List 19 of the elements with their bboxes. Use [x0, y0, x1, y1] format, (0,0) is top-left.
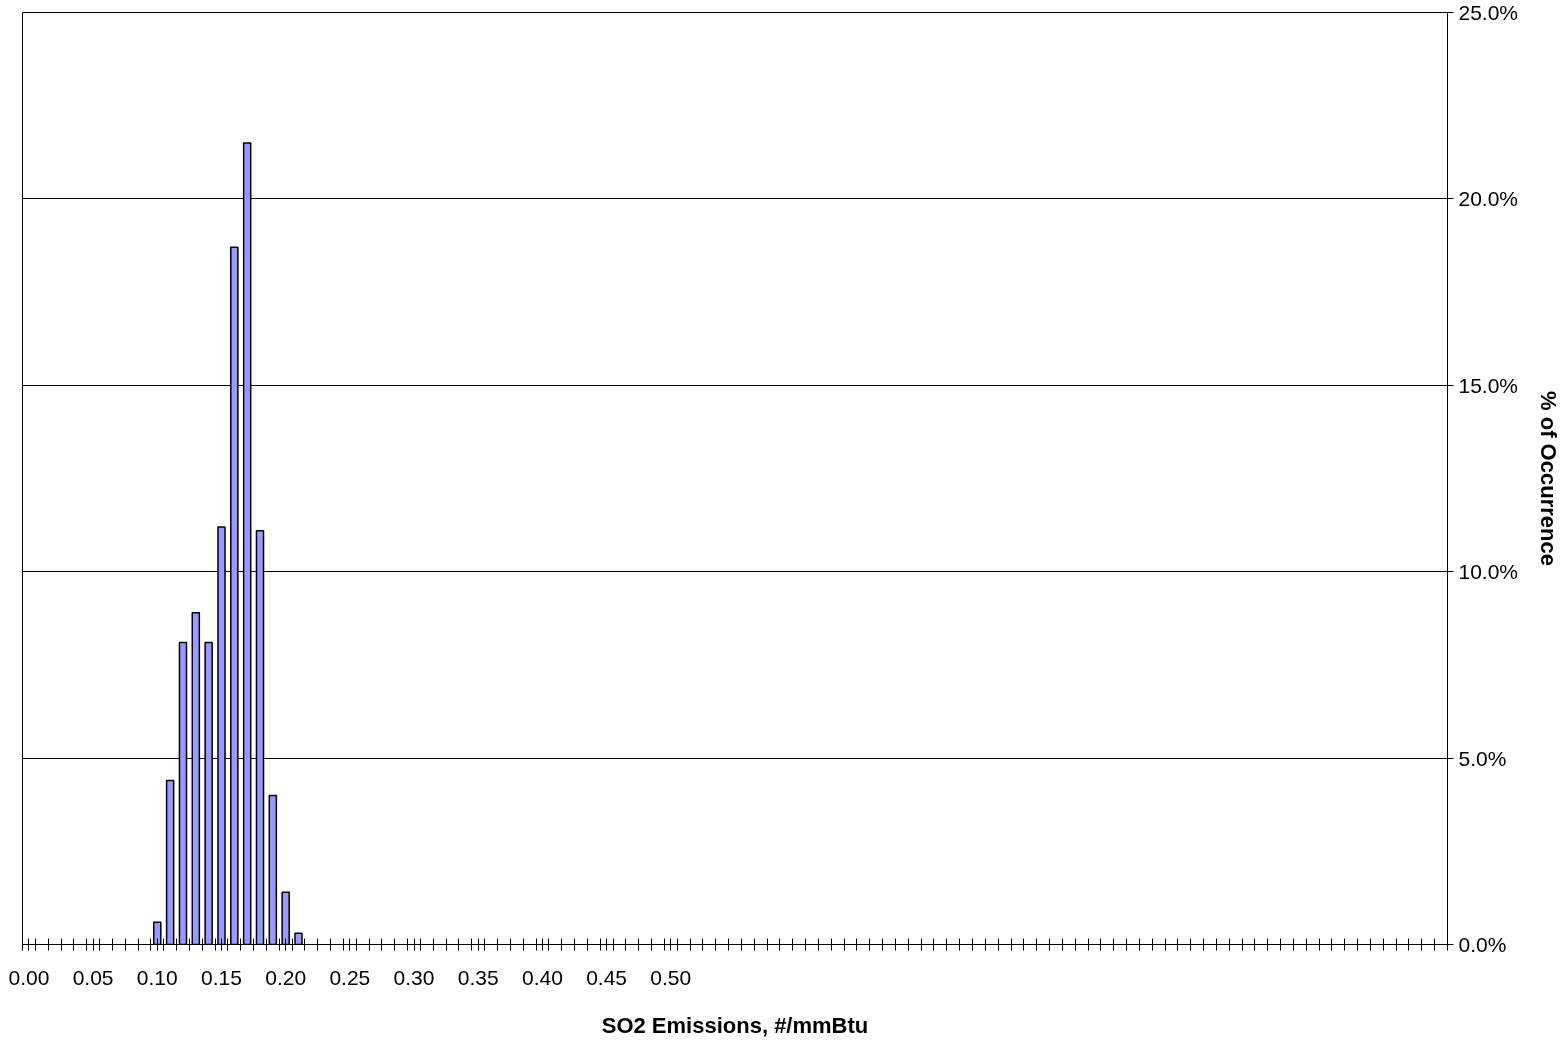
x-tick-label: 0.05: [72, 965, 114, 989]
x-tick-label: 0.20: [265, 965, 307, 989]
x-tick-label: 0.25: [329, 965, 371, 989]
x-tick-label: 0.15: [201, 965, 242, 989]
x-tick-label: 0.00: [8, 965, 50, 989]
x-tick-label: 0.30: [393, 965, 435, 989]
y-tick-label: 15.0%: [1458, 373, 1519, 397]
x-tick-label: 0.50: [650, 965, 692, 989]
x-tick-label: 0.35: [457, 965, 499, 989]
x-tick-label: 0.10: [136, 965, 178, 989]
x-tick-label: 0.40: [522, 965, 563, 989]
y-tick-label: 25.0%: [1458, 1, 1519, 24]
x-axis-title: SO2 Emissions, #/mmBtu: [601, 1012, 869, 1038]
x-tick-label: 0.45: [586, 965, 628, 989]
y-tick-label: 10.0%: [1458, 560, 1519, 584]
y-tick-label: 5.0%: [1458, 746, 1507, 770]
y-tick-label: 0.0%: [1458, 933, 1507, 956]
y-axis-title: % of Occurrence: [1536, 391, 1562, 566]
y-tick-label: 20.0%: [1458, 187, 1519, 211]
